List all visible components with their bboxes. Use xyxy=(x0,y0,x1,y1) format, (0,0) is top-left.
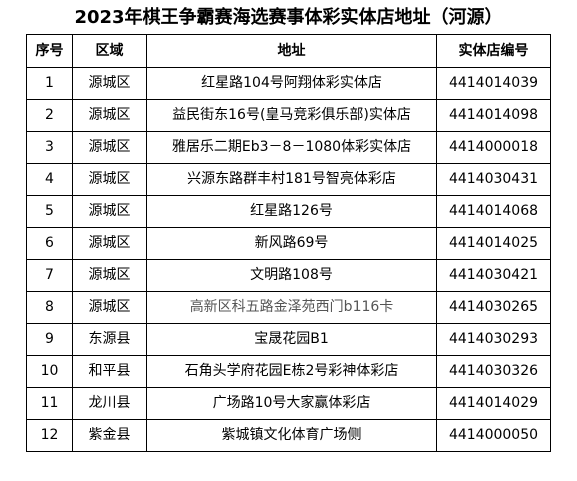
row-area: 和平县 xyxy=(72,355,147,388)
row-seq: 11 xyxy=(26,387,73,420)
row-address: 红星路104号阿翔体彩实体店 xyxy=(146,67,437,100)
table-header-row: 序号 区域 地址 实体店编号 xyxy=(26,34,551,68)
row-seq: 7 xyxy=(26,259,73,292)
row-address: 文明路108号 xyxy=(146,259,437,292)
header-address: 地址 xyxy=(146,34,437,68)
row-address: 新风路69号 xyxy=(146,227,437,260)
row-address: 兴源东路群丰村181号智亮体彩店 xyxy=(146,163,437,196)
row-store-code: 4414030431 xyxy=(436,163,551,196)
table-row: 8 源城区 高新区科五路金泽苑西门b116卡 4414030265 xyxy=(26,291,551,324)
table-row: 12 紫金县 紫城镇文化体育广场侧 4414000050 xyxy=(26,419,551,452)
row-seq: 1 xyxy=(26,67,73,100)
row-seq: 4 xyxy=(26,163,73,196)
page-title: 2023年棋王争霸赛海选赛事体彩实体店地址（河源） xyxy=(74,7,503,28)
row-address: 高新区科五路金泽苑西门b116卡 xyxy=(146,291,437,324)
table-row: 3 源城区 雅居乐二期Eb3－8－1080体彩实体店 4414000018 xyxy=(26,131,551,164)
row-store-code: 4414014039 xyxy=(436,67,551,100)
row-store-code: 4414014029 xyxy=(436,387,551,420)
header-seq: 序号 xyxy=(26,34,73,68)
row-seq: 3 xyxy=(26,131,73,164)
row-area: 源城区 xyxy=(72,67,147,100)
row-store-code: 4414000018 xyxy=(436,131,551,164)
table-row: 10 和平县 石角头学府花园E栋2号彩神体彩店 4414030326 xyxy=(26,355,551,388)
row-store-code: 4414030265 xyxy=(436,291,551,324)
row-address: 益民街东16号(皇马竞彩俱乐部)实体店 xyxy=(146,99,437,132)
table-row: 6 源城区 新风路69号 4414014025 xyxy=(26,227,551,260)
table-row: 1 源城区 红星路104号阿翔体彩实体店 4414014039 xyxy=(26,67,551,100)
header-area: 区域 xyxy=(72,34,147,68)
row-area: 东源县 xyxy=(72,323,147,356)
header-store-code: 实体店编号 xyxy=(436,34,551,68)
row-area: 源城区 xyxy=(72,131,147,164)
table-row: 9 东源县 宝晟花园B1 4414030293 xyxy=(26,323,551,356)
row-seq: 2 xyxy=(26,99,73,132)
row-store-code: 4414014025 xyxy=(436,227,551,260)
row-store-code: 4414014098 xyxy=(436,99,551,132)
row-area: 源城区 xyxy=(72,163,147,196)
row-seq: 8 xyxy=(26,291,73,324)
row-store-code: 4414030293 xyxy=(436,323,551,356)
table-row: 11 龙川县 广场路10号大家赢体彩店 4414014029 xyxy=(26,387,551,420)
row-area: 紫金县 xyxy=(72,419,147,452)
row-seq: 9 xyxy=(26,323,73,356)
row-store-code: 4414000050 xyxy=(436,419,551,452)
table-row: 7 源城区 文明路108号 4414030421 xyxy=(26,259,551,292)
row-store-code: 4414030421 xyxy=(436,259,551,292)
table-row: 4 源城区 兴源东路群丰村181号智亮体彩店 4414030431 xyxy=(26,163,551,196)
row-address: 石角头学府花园E栋2号彩神体彩店 xyxy=(146,355,437,388)
table-row: 2 源城区 益民街东16号(皇马竞彩俱乐部)实体店 4414014098 xyxy=(26,99,551,132)
row-address: 红星路126号 xyxy=(146,195,437,228)
row-area: 源城区 xyxy=(72,195,147,228)
row-address: 广场路10号大家赢体彩店 xyxy=(146,387,437,420)
store-address-table: 序号 区域 地址 实体店编号 1 源城区 红星路104号阿翔体彩实体店 4414… xyxy=(26,34,551,452)
row-store-code: 4414014068 xyxy=(436,195,551,228)
row-seq: 12 xyxy=(26,419,73,452)
row-seq: 10 xyxy=(26,355,73,388)
row-address: 雅居乐二期Eb3－8－1080体彩实体店 xyxy=(146,131,437,164)
row-area: 源城区 xyxy=(72,259,147,292)
row-area: 源城区 xyxy=(72,99,147,132)
row-area: 源城区 xyxy=(72,227,147,260)
row-address: 宝晟花园B1 xyxy=(146,323,437,356)
row-area: 龙川县 xyxy=(72,387,147,420)
row-store-code: 4414030326 xyxy=(436,355,551,388)
row-area: 源城区 xyxy=(72,291,147,324)
row-address: 紫城镇文化体育广场侧 xyxy=(146,419,437,452)
table-row: 5 源城区 红星路126号 4414014068 xyxy=(26,195,551,228)
row-seq: 5 xyxy=(26,195,73,228)
row-seq: 6 xyxy=(26,227,73,260)
